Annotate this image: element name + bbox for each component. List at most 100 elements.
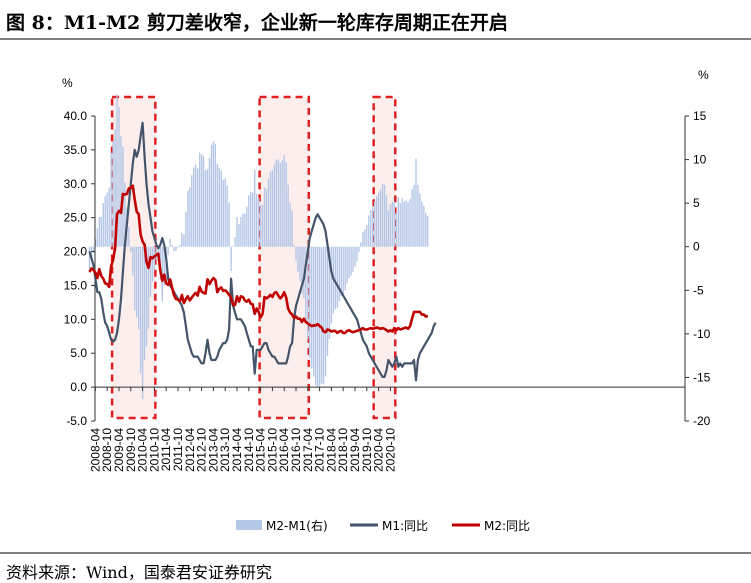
spread-bar	[120, 136, 122, 247]
spread-bar	[383, 184, 386, 247]
x-tick-label: 2010-10	[147, 428, 161, 472]
left-tick-label: 40.0	[64, 109, 88, 123]
spread-bar	[248, 195, 250, 247]
left-tick-label: 30.0	[64, 177, 88, 191]
spread-bar	[285, 162, 287, 247]
spread-bar	[427, 216, 429, 247]
spread-bar	[379, 189, 382, 247]
spread-bar	[273, 164, 276, 247]
spread-bar	[216, 163, 219, 247]
spread-bar	[316, 246, 319, 388]
spread-bar	[232, 245, 234, 247]
spread-bar	[132, 246, 134, 276]
spread-bar	[305, 246, 307, 320]
m1-m2-chart: %% 40.0 35.0 30.0 25.0 20.0 15.0 10.0 5.0 0.0 -5.0…	[62, 68, 711, 533]
spread-bar	[320, 246, 323, 384]
spread-bar	[358, 246, 360, 252]
left-tick-label: 15.0	[64, 278, 88, 292]
legend: M2-M1(右) M1:同比 M2:同比	[236, 518, 530, 533]
spread-bar	[157, 246, 160, 254]
spread-bar	[314, 246, 317, 386]
x-tick-label: 2017-10	[313, 428, 327, 472]
spread-bar	[153, 246, 156, 271]
right-tick-label: 5	[693, 196, 700, 210]
axes: %% 40.0 35.0 30.0 25.0 20.0 15.0 10.0 5.0 0.0 -5.0…	[62, 68, 711, 472]
spread-bar	[261, 204, 264, 247]
spread-bar	[364, 229, 366, 247]
spread-bar	[419, 193, 421, 247]
spread-bar	[289, 203, 291, 247]
spread-bar	[377, 192, 380, 247]
spread-bar	[236, 217, 238, 247]
spread-bar	[206, 169, 209, 247]
spread-bar	[96, 228, 99, 247]
spread-bar	[421, 201, 423, 247]
right-tick-label: -20	[693, 414, 711, 428]
spread-bar	[395, 212, 397, 247]
spread-bar	[252, 192, 254, 247]
legend-spread-label: M2-M1(右)	[266, 518, 328, 533]
spread-bar	[269, 171, 272, 247]
spread-bar	[137, 246, 140, 330]
legend-m1-label: M1:同比	[382, 519, 428, 533]
spread-bar	[375, 196, 378, 247]
spread-bar	[279, 163, 281, 247]
x-tick-label: 2016-10	[289, 428, 303, 472]
spread-bar	[189, 187, 191, 247]
spread-bar	[403, 201, 405, 247]
x-tick-label: 2015-10	[265, 428, 279, 472]
spread-bar	[128, 226, 130, 247]
left-tick-label: -5.0	[66, 414, 87, 428]
spread-bar	[208, 157, 211, 247]
left-axis-unit: %	[62, 76, 73, 90]
spread-bar	[340, 246, 342, 297]
source-note: 资料来源：Wind，国泰君安证券研究	[6, 563, 272, 582]
spread-bar	[366, 224, 368, 247]
legend-m2-label: M2:同比	[484, 519, 530, 533]
right-tick-label: 10	[693, 153, 707, 167]
x-tick-label: 2011-04	[159, 428, 173, 471]
spread-bar	[338, 246, 340, 302]
x-tick-label: 2009-10	[124, 428, 138, 472]
spread-bar	[324, 246, 327, 377]
spread-bar	[118, 107, 120, 247]
x-tick-label: 2015-04	[254, 428, 268, 472]
spread-bar	[218, 168, 220, 247]
spread-bar	[313, 246, 315, 377]
spread-bar	[149, 246, 152, 298]
spread-bar	[373, 201, 376, 247]
left-tick-label: 0.0	[70, 380, 87, 394]
spread-bar	[167, 246, 169, 255]
spread-bar	[411, 189, 413, 247]
spread-bar	[104, 196, 106, 247]
spread-bar	[401, 197, 403, 247]
spread-bar	[226, 185, 228, 247]
spread-bar	[134, 246, 136, 311]
spread-bar	[415, 158, 417, 247]
m2-line	[88, 184, 429, 335]
spread-bar	[297, 246, 299, 272]
spread-bar	[368, 215, 370, 247]
spread-bar	[372, 206, 374, 247]
spread-bar	[381, 183, 384, 247]
x-tick-label: 2012-04	[183, 428, 197, 472]
right-axis-unit: %	[698, 68, 709, 82]
x-tick-label: 2010-04	[136, 428, 150, 472]
spread-bar	[246, 206, 248, 247]
spread-bar	[362, 231, 364, 247]
x-tick-label: 2019-10	[360, 428, 374, 472]
x-tick-label: 2019-04	[348, 428, 362, 472]
spread-bar	[202, 156, 205, 247]
spread-bar	[124, 182, 126, 247]
spread-bar	[187, 190, 189, 247]
spread-bar	[222, 179, 224, 247]
spread-bar	[191, 175, 193, 247]
spread-bar	[242, 213, 244, 247]
spread-bar	[328, 246, 331, 340]
spread-bar	[234, 237, 236, 247]
spread-bar	[255, 193, 258, 247]
figure-title: 图 8：M1-M2 剪刀差收窄，企业新一轮库存周期正在开启	[6, 12, 508, 34]
spread-bar	[399, 203, 401, 247]
spread-bar	[417, 184, 419, 247]
spread-bar	[210, 144, 213, 247]
